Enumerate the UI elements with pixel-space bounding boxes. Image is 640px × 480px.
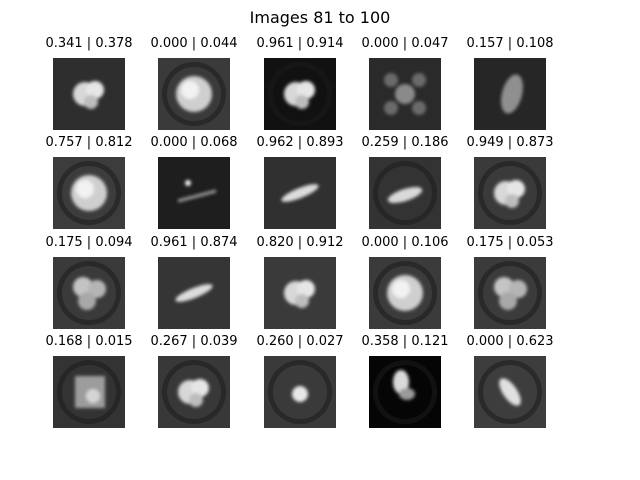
image-panel: 0.000 | 0.047 — [340, 37, 470, 147]
image-score-label: 0.961 | 0.914 — [256, 36, 344, 51]
image-panel: 0.175 | 0.053 — [445, 236, 575, 346]
figure-title: Images 81 to 100 — [249, 8, 391, 27]
image-panel: 0.157 | 0.108 — [445, 37, 575, 147]
particle-image — [474, 58, 546, 130]
image-score-label: 0.000 | 0.623 — [466, 334, 554, 349]
particle-image — [158, 58, 230, 130]
image-score-label: 0.260 | 0.027 — [256, 334, 344, 349]
image-panel: 0.175 | 0.094 — [24, 236, 154, 346]
particle-image — [53, 58, 125, 130]
image-score-label: 0.949 | 0.873 — [466, 135, 554, 150]
image-score-label: 0.820 | 0.912 — [256, 235, 344, 250]
particle-image — [53, 157, 125, 229]
particle-image — [158, 157, 230, 229]
image-panel: 0.962 | 0.893 — [235, 136, 365, 246]
image-score-label: 0.259 | 0.186 — [361, 135, 449, 150]
particle-image — [369, 58, 441, 130]
image-score-label: 0.175 | 0.094 — [45, 235, 133, 250]
image-score-label: 0.000 | 0.047 — [361, 36, 449, 51]
particle-image — [474, 157, 546, 229]
particle-image — [474, 257, 546, 329]
particle-image — [264, 257, 336, 329]
image-score-label: 0.757 | 0.812 — [45, 135, 133, 150]
image-score-label: 0.961 | 0.874 — [150, 235, 238, 250]
image-score-label: 0.962 | 0.893 — [256, 135, 344, 150]
image-panel: 0.000 | 0.623 — [445, 335, 575, 445]
image-score-label: 0.157 | 0.108 — [466, 36, 554, 51]
image-score-label: 0.000 | 0.106 — [361, 235, 449, 250]
image-panel: 0.168 | 0.015 — [24, 335, 154, 445]
image-score-label: 0.168 | 0.015 — [45, 334, 133, 349]
particle-image — [264, 58, 336, 130]
particle-image — [369, 157, 441, 229]
particle-image — [158, 257, 230, 329]
image-panel: 0.259 | 0.186 — [340, 136, 470, 246]
image-score-label: 0.341 | 0.378 — [45, 36, 133, 51]
particle-image — [264, 157, 336, 229]
particle-image — [474, 356, 546, 428]
image-score-label: 0.000 | 0.068 — [150, 135, 238, 150]
image-panel: 0.358 | 0.121 — [340, 335, 470, 445]
image-panel: 0.267 | 0.039 — [129, 335, 259, 445]
image-score-label: 0.267 | 0.039 — [150, 334, 238, 349]
particle-image — [369, 356, 441, 428]
image-score-label: 0.175 | 0.053 — [466, 235, 554, 250]
image-panel: 0.000 | 0.068 — [129, 136, 259, 246]
particle-image — [369, 257, 441, 329]
image-panel: 0.961 | 0.874 — [129, 236, 259, 346]
particle-image — [53, 356, 125, 428]
image-panel: 0.341 | 0.378 — [24, 37, 154, 147]
image-score-label: 0.000 | 0.044 — [150, 36, 238, 51]
image-panel: 0.949 | 0.873 — [445, 136, 575, 246]
image-panel: 0.820 | 0.912 — [235, 236, 365, 346]
particle-image — [264, 356, 336, 428]
image-panel: 0.000 | 0.106 — [340, 236, 470, 346]
image-panel: 0.000 | 0.044 — [129, 37, 259, 147]
image-panel: 0.260 | 0.027 — [235, 335, 365, 445]
image-score-label: 0.358 | 0.121 — [361, 334, 449, 349]
particle-image — [53, 257, 125, 329]
image-panel: 0.961 | 0.914 — [235, 37, 365, 147]
particle-image — [158, 356, 230, 428]
image-panel: 0.757 | 0.812 — [24, 136, 154, 246]
